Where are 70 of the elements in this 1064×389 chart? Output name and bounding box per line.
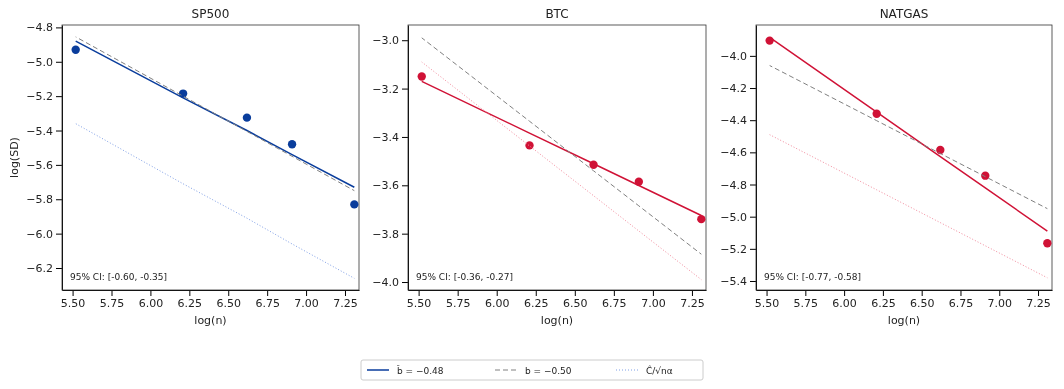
x-tick-label: 6.25 [177,296,203,310]
point [287,140,297,149]
x-tick-label: 6.50 [216,296,241,310]
x-tick-label: 7.00 [641,296,666,310]
y-tick-label: −6.0 [26,227,53,241]
y-tick-label: −5.8 [26,193,53,207]
y-tick-label: −4.2 [720,82,747,96]
x-tick-label: 7.25 [1026,296,1051,310]
chart-title: NATGAS [879,7,929,21]
legend-label: b̂ = −0.48 [396,364,444,376]
y-tick-label: −5.2 [720,242,747,256]
x-axis-title: log(n) [194,314,227,327]
y-tick-label: −3.2 [372,82,399,96]
chart-title: BTC [545,7,569,21]
line-series [421,37,702,255]
x-tick-label: 6.25 [871,296,896,310]
y-axis-title: log(SD) [8,137,21,178]
y-tick-label: −5.4 [720,275,747,289]
x-tick-label: 7.00 [987,296,1012,310]
y-tick-label: −3.6 [372,179,399,193]
x-tick-label: 5.75 [793,296,819,310]
annotation: 95% CI: [-0.60, -0.35] [70,272,168,282]
y-tick-label: −3.4 [372,130,399,144]
x-tick-label: 7.25 [680,296,705,310]
annotation: 95% CI: [-0.36, -0.27] [416,272,514,282]
x-tick-label: 5.75 [445,296,471,310]
point [417,72,426,81]
x-tick-label: 6.00 [484,296,510,310]
y-tick-label: −3.8 [372,227,399,241]
point [936,145,945,155]
x-tick-label: 7.00 [294,296,319,310]
x-tick-label: 5.75 [99,296,125,310]
y-tick-label: −5.2 [26,90,53,104]
annotation: 95% CI: [-0.77, -0.58] [764,272,862,282]
x-tick-label: 6.50 [909,296,935,310]
y-tick-label: −4.8 [720,178,747,192]
legend-label: Ĉ/√nα [646,364,673,376]
x-tick-label: 5.50 [60,296,86,310]
x-tick-label: 6.25 [524,296,549,310]
x-tick-label: 5.50 [406,296,432,310]
chart-title: SP500 [191,7,230,21]
x-tick-label: 7.25 [333,296,358,310]
line-series [769,65,1048,210]
legend-label: b = −0.50 [525,365,572,376]
point [350,200,359,209]
point [71,45,80,54]
y-tick-label: −5.4 [26,124,53,138]
y-tick-label: −4.8 [26,21,53,35]
point [242,113,252,122]
y-tick-label: −6.2 [26,262,53,276]
y-tick-label: −5.0 [26,55,53,69]
y-tick-label: −4.6 [720,146,747,160]
y-tick-label: −5.6 [26,158,53,172]
point [1043,239,1052,248]
x-tick-label: 6.50 [563,296,588,310]
x-tick-label: 6.00 [138,296,164,310]
x-tick-label: 6.00 [832,296,857,310]
point [525,141,534,150]
x-tick-label: 5.50 [754,296,780,310]
x-tick-label: 6.75 [602,296,627,310]
x-axis-title: log(n) [887,314,921,327]
y-tick-label: −3.0 [372,34,399,48]
y-tick-label: −5.0 [720,210,747,224]
x-tick-label: 6.75 [255,296,280,310]
point [697,214,706,224]
x-axis-title: log(n) [540,314,574,327]
y-tick-label: −4.0 [720,49,747,63]
y-tick-label: −4.0 [372,276,399,290]
y-tick-label: −4.4 [720,114,747,128]
x-tick-label: 6.75 [948,296,974,310]
